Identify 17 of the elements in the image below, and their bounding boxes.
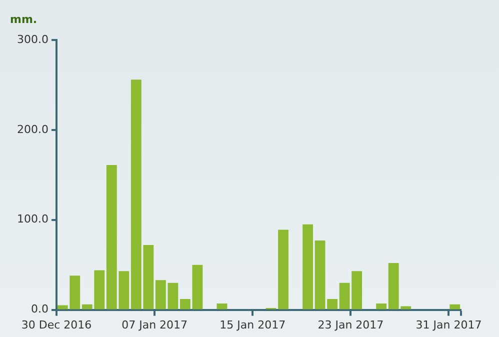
x-tick-label: 15 Jan 2017 (220, 318, 286, 332)
y-tick-label: 300.0 (16, 32, 48, 46)
bar (376, 304, 387, 310)
y-tick-label: 200.0 (16, 122, 48, 136)
bar (278, 230, 288, 310)
y-tick-label: 100.0 (16, 212, 48, 226)
x-tick-label: 23 Jan 2017 (318, 318, 384, 332)
x-tick-label: 31 Jan 2017 (416, 318, 482, 332)
bar (216, 304, 228, 310)
x-tick-label: 30 Dec 2016 (21, 318, 92, 332)
bar (327, 299, 338, 310)
bar (314, 240, 326, 310)
x-tick-label: 07 Jan 2017 (122, 318, 188, 332)
bar (302, 224, 313, 310)
y-axis-title: mm. (10, 13, 38, 26)
bar (450, 304, 460, 310)
y-tick-label: 0.0 (30, 302, 48, 316)
